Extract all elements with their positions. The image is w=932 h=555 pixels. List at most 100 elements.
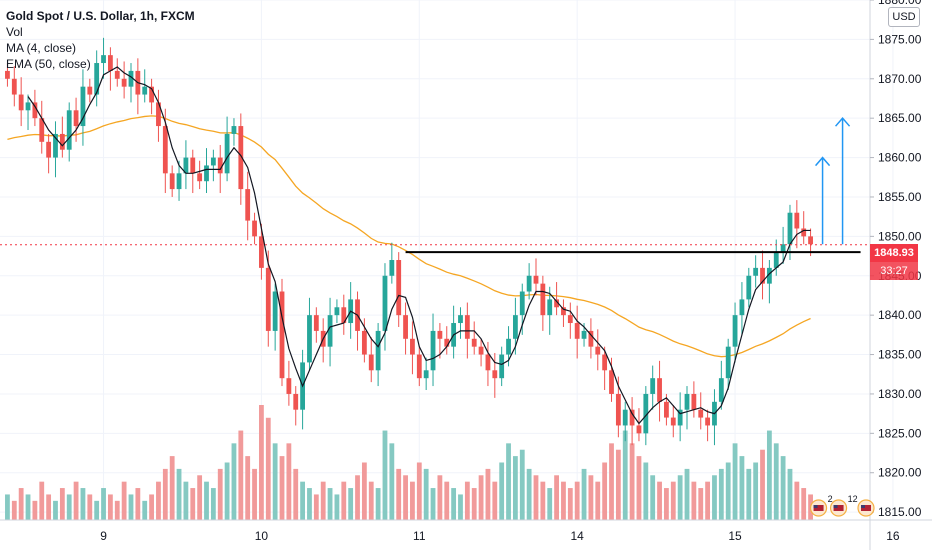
y-tick-label: 1860.00 xyxy=(878,151,922,165)
candle-body xyxy=(458,315,463,324)
volume-bar xyxy=(128,494,134,520)
volume-bar xyxy=(80,488,86,520)
candle-body xyxy=(25,102,31,111)
volume-bar xyxy=(300,481,306,520)
volume-bar xyxy=(293,468,299,520)
volume-bar xyxy=(307,488,312,520)
volume-bar xyxy=(712,475,717,520)
candle-body xyxy=(430,330,436,371)
candle-body xyxy=(437,330,443,339)
candle-body xyxy=(499,354,505,379)
candle-body xyxy=(725,346,731,379)
candle-body xyxy=(361,330,367,355)
candle-body xyxy=(53,133,58,158)
volume-bar xyxy=(5,494,10,520)
volume-bar xyxy=(739,456,745,520)
volume-bar xyxy=(410,481,415,520)
volume-bar xyxy=(547,488,553,520)
legend-ma[interactable]: MA (4, close) xyxy=(6,41,77,55)
candle-body xyxy=(485,354,491,371)
legend-ema[interactable]: EMA (50, close) xyxy=(6,57,91,71)
volume-bar xyxy=(396,468,402,520)
candle-body xyxy=(121,78,127,87)
volume-bar xyxy=(753,462,759,520)
volume-bar xyxy=(286,443,292,520)
events[interactable]: 2 12 xyxy=(809,494,875,517)
volume-bar xyxy=(334,494,340,520)
candle-body xyxy=(265,267,271,331)
candle-body xyxy=(588,330,594,347)
volume-bar xyxy=(210,488,216,520)
candle-body xyxy=(732,315,738,347)
candle-body xyxy=(142,86,148,95)
volume-bar xyxy=(348,488,354,520)
volume-bar xyxy=(451,488,457,520)
volume-bar xyxy=(375,488,381,520)
volume-bar xyxy=(506,443,511,520)
volume-bar xyxy=(114,500,120,520)
grid xyxy=(0,0,894,520)
candle-body xyxy=(684,393,690,410)
candle-body xyxy=(259,236,264,268)
candle-body xyxy=(519,291,525,316)
volume-bar xyxy=(794,481,800,520)
candle-body xyxy=(224,133,230,174)
candle-body xyxy=(18,94,24,111)
candle-body xyxy=(657,378,662,402)
candle-body xyxy=(368,354,374,371)
volume-bar xyxy=(73,481,79,520)
us-flag-stripe xyxy=(861,505,871,511)
volume-bar xyxy=(361,462,367,520)
volume-bar xyxy=(725,462,731,520)
candle-body xyxy=(444,338,450,347)
volume-bar xyxy=(382,430,388,520)
currency-button[interactable]: USD xyxy=(888,7,920,27)
volume-bar xyxy=(197,475,203,520)
volume-bar xyxy=(142,500,148,520)
candle-body xyxy=(746,275,752,300)
candle-body xyxy=(156,102,161,127)
candle-body xyxy=(279,291,285,379)
candle-body xyxy=(313,315,319,331)
candle-body xyxy=(533,275,539,284)
legend-title[interactable]: Gold Spot / U.S. Dollar, 1h, FXCM xyxy=(6,9,195,23)
candle-body xyxy=(677,409,683,426)
candle-body xyxy=(403,315,408,339)
candle-body xyxy=(609,370,614,394)
volume-bar xyxy=(636,456,642,520)
legend-vol[interactable]: Vol xyxy=(6,25,23,39)
us-flag-canton xyxy=(861,505,865,508)
target-arrow-head xyxy=(815,156,831,167)
candle-body xyxy=(389,260,395,276)
volume-bar xyxy=(540,481,546,520)
candle-body xyxy=(705,417,711,426)
target-arrow-head xyxy=(835,117,851,127)
candle-body xyxy=(567,315,573,324)
candle-body xyxy=(808,236,813,245)
candle-body xyxy=(46,141,52,158)
candle-body xyxy=(107,55,113,71)
volume-bars xyxy=(5,405,813,520)
candle-body xyxy=(718,378,724,402)
candle-body xyxy=(622,409,628,426)
x-tick-label: 16 xyxy=(886,529,900,543)
volume-bar xyxy=(87,494,93,520)
candle-body xyxy=(464,315,470,339)
candle-body xyxy=(643,393,649,434)
candle-body xyxy=(5,70,10,79)
volume-bar xyxy=(615,449,621,520)
volume-bar xyxy=(705,481,711,520)
candle-body xyxy=(664,401,669,418)
candle-body xyxy=(801,228,807,237)
candle-body xyxy=(32,102,38,119)
legend: Gold Spot / U.S. Dollar, 1h, FXCM Vol MA… xyxy=(6,8,195,72)
x-tick-label: 11 xyxy=(413,529,426,543)
candle-body xyxy=(101,55,106,64)
volume-bar xyxy=(499,462,505,520)
candle-body xyxy=(293,393,299,410)
volume-bar xyxy=(245,456,251,520)
volume-bar xyxy=(313,494,319,520)
candle-body xyxy=(766,267,772,284)
